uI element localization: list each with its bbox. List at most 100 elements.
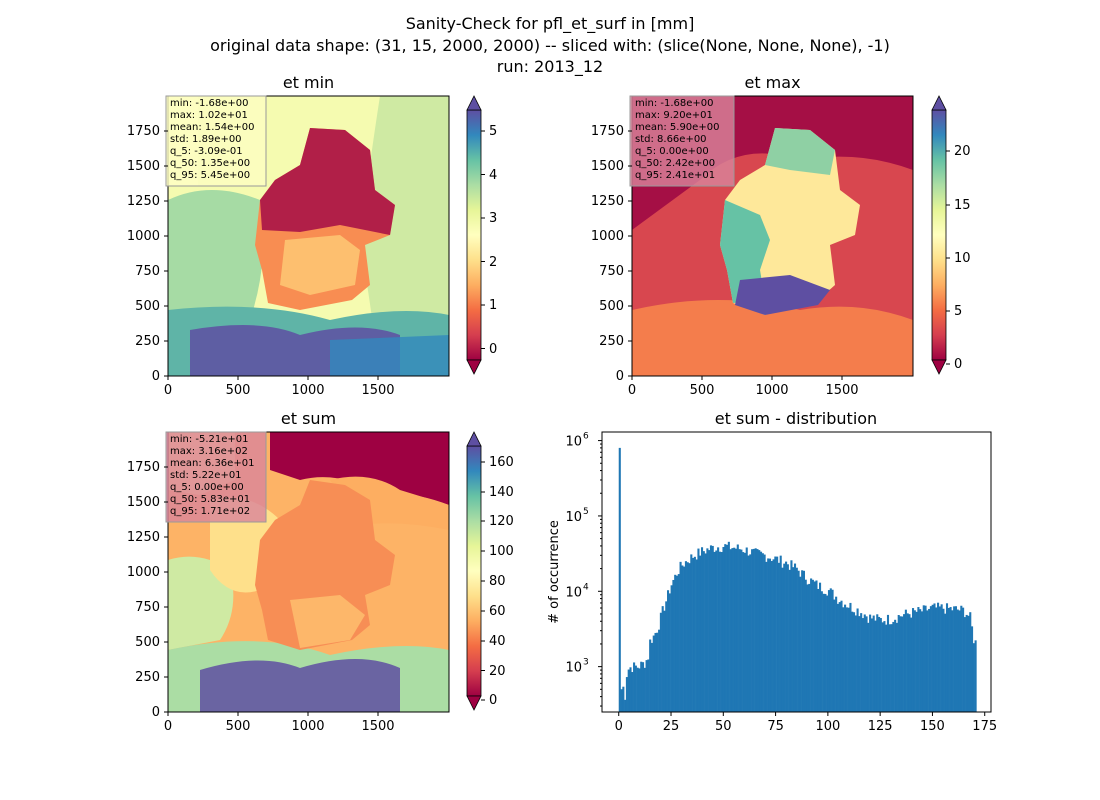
map-country-west [720,200,770,303]
y-tick-label: 0 [152,705,160,720]
axes-frame [601,431,992,713]
colorbar-tick-label: 5 [489,124,497,139]
histogram-bar [801,570,804,712]
y-axis: 0 250 500 750 1000 1250 1500 1750 [127,460,168,720]
histogram-bar [944,613,947,712]
histogram-bars [618,447,977,712]
y-tick-label: 250 [599,334,624,349]
histogram-bar [727,541,730,712]
stats-line: min: -1.68e+00 [635,98,714,109]
histogram-bar [677,574,680,712]
map-field-west [168,190,264,330]
histogram-bar [736,544,739,712]
histogram-bar [956,609,959,712]
colorbar-extend-bottom [466,695,482,711]
histogram-bar [835,596,838,712]
stats-line: mean: 6.36e+01 [170,458,254,469]
histogram-bar [960,605,963,712]
colorbar-tick-label: 0 [489,693,497,708]
histogram-bar [620,689,623,712]
histogram-bar [724,544,727,712]
stats-line: max: 9.20e+01 [635,110,713,121]
histogram-bar [806,584,809,712]
map-field-alps-east [330,335,449,376]
histogram-bar [910,617,913,712]
histogram-bar [920,611,924,712]
colorbar-tick-label: 100 [489,544,514,559]
histogram-bar [836,603,839,712]
histogram-bar [733,547,736,712]
histogram-bar [872,615,875,712]
panel-title: et sum [281,409,336,428]
colorbar-tick-label: 140 [489,485,514,500]
y-tick-label: 0 [152,369,160,384]
histogram-bar [886,614,890,712]
histogram-bar [709,545,713,712]
suptitle-line-3: run: 2013_12 [497,57,603,77]
stats-line: q_5: 0.00e+00 [170,482,244,493]
histogram-bar [645,660,648,712]
histogram-bar [865,616,868,712]
map-country-region [255,480,395,650]
histogram-bar [729,549,732,712]
histogram-bar [761,553,764,712]
histogram-bar [665,601,668,712]
colorbar-tick-label: 15 [954,198,971,213]
histogram-bar [717,547,720,712]
map-field-west-green [168,556,234,650]
histogram-bar [928,608,931,712]
colorbar-tick-label: 0 [489,342,497,357]
stats-line: std: 8.66e+00 [635,134,707,145]
histogram-bar [819,582,822,712]
histogram-bar [688,563,691,712]
colorbar-tick-label: 120 [489,514,514,529]
histogram-bar [790,560,793,712]
histogram-bar [726,544,729,712]
histogram-bar [699,555,702,712]
y-tick-label: 10 [565,585,582,600]
y-tick-label: 0 [616,369,624,384]
histogram-bar [929,606,932,712]
x-tick-label: 0 [615,719,623,734]
y-tick-label: 750 [599,264,624,279]
histogram-bar [767,558,770,712]
colorbar-extend-top [466,95,482,111]
histogram-bar [772,559,775,712]
stats-box-background [629,95,735,187]
histogram-bar [715,550,718,712]
histogram-bar [742,552,745,712]
histogram-bar [799,576,802,712]
y-tick-label: 500 [135,299,160,314]
histogram-bar [817,588,820,712]
panel-et-max: et max min: -1.68e+00 max: 9.20e+01 mean… [591,73,971,398]
histogram-bar [858,616,861,712]
colorbar-extend-top [931,95,947,111]
histogram-bar [650,642,654,712]
histogram-bar [824,593,827,712]
histogram-bar [953,606,956,712]
histogram-bar [629,667,632,712]
panel-et-sum: et sum min: -5.21e+01 max: 3.16e+02 mean… [127,409,514,734]
histogram-bar [647,659,650,712]
histogram-bar [820,591,823,712]
histogram-bar [808,583,811,712]
y-axis: 0 250 500 750 1000 1250 1500 1750 [591,124,632,384]
y-tick-label: 1750 [127,460,160,475]
y-tick-label: 1000 [591,229,624,244]
histogram-bar [938,606,941,712]
histogram-bar [681,565,684,712]
histogram-bar [702,551,705,712]
x-axis: 0 25 50 75 100 125 150 175 [615,712,997,734]
histogram-bar [658,629,661,712]
x-tick-label: 1500 [361,383,394,398]
y-axis: 0 250 500 750 1000 1250 1500 1750 [127,124,168,384]
y-tick-label: 1250 [591,194,624,209]
histogram-bar [958,610,961,712]
y-tick-label: 1500 [127,495,160,510]
colorbar-tick-label: 20 [489,664,506,679]
y-tick-label: 1000 [127,565,160,580]
histogram-bar [874,620,877,712]
histogram-bar [969,612,972,712]
histogram-bar [840,600,843,712]
histogram-bar [870,618,873,712]
